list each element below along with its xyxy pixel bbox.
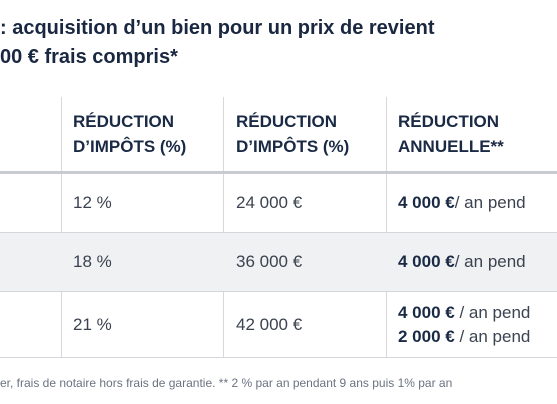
column-divider (386, 97, 387, 357)
cell-pct: 21 % (73, 314, 112, 334)
table-row: 21 % 42 000 € 4 000 € / an pend 2 000 € … (0, 292, 557, 358)
table-row: 18 % 36 000 € 4 000 € / an pend (0, 233, 557, 292)
cell-annual: 4 000 € / an pend 2 000 € / an pend (398, 302, 531, 346)
header-reduction-annual: RÉDUCTION ANNUELLE** (398, 112, 504, 156)
column-divider (223, 97, 224, 357)
column-divider (61, 97, 62, 357)
footnote: er, frais de notaire hors frais de garan… (0, 376, 453, 390)
title-line-1: : acquisition d’un bien pour un prix de … (0, 17, 435, 39)
header-reduction-pct-1: RÉDUCTION D’IMPÔTS (%) (73, 112, 187, 156)
table-row: 12 % 24 000 € 4 000 € / an pend (0, 174, 557, 233)
table-title: : acquisition d’un bien pour un prix de … (0, 14, 557, 72)
cell-amount: 36 000 € (236, 252, 303, 271)
cell-amount: 42 000 € (236, 314, 303, 334)
table-header: RÉDUCTION D’IMPÔTS (%) RÉDUCTION D’IMPÔT… (0, 97, 557, 174)
header-reduction-pct-2: RÉDUCTION D’IMPÔTS (%) (236, 112, 350, 156)
cell-annual: 4 000 € / an pend (398, 193, 526, 212)
title-line-2: 00 € frais compris* (0, 46, 178, 68)
cell-amount: 24 000 € (236, 193, 303, 212)
cell-pct: 12 % (73, 193, 112, 212)
cell-pct: 18 % (73, 252, 112, 271)
cell-annual: 4 000 € / an pend (398, 252, 526, 271)
reduction-table: RÉDUCTION D’IMPÔTS (%) RÉDUCTION D’IMPÔT… (0, 97, 557, 358)
